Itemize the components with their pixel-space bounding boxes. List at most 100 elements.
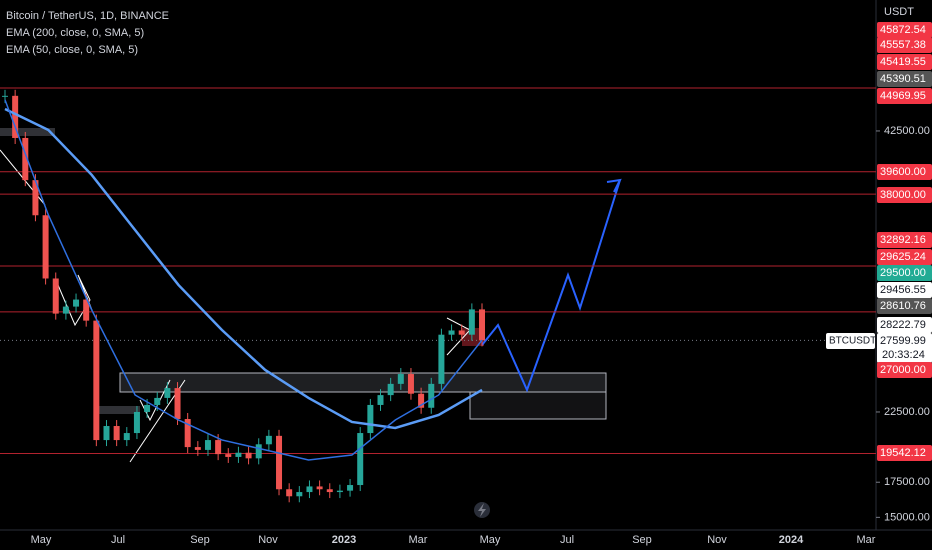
price-label: 27599.99 — [880, 335, 926, 347]
candle — [93, 320, 100, 441]
ema-line — [4, 99, 483, 461]
price-label-bg — [877, 232, 932, 248]
candle — [306, 486, 313, 493]
candle — [367, 404, 374, 434]
x-tick-label: Nov — [707, 534, 727, 546]
candle — [296, 492, 303, 497]
candle — [316, 486, 323, 490]
candle — [204, 440, 211, 450]
candle — [235, 452, 242, 457]
price-label: 38000.00 — [880, 189, 926, 201]
price-label: 45419.55 — [880, 56, 926, 68]
legend-entry: EMA (200, close, 0, SMA, 5) — [6, 27, 144, 39]
zone — [469, 391, 607, 420]
price-label: 45390.51 — [880, 73, 926, 85]
price-label-bg — [877, 187, 932, 203]
price-label-bg — [877, 88, 932, 104]
event-icon — [478, 503, 486, 517]
price-label: 44969.95 — [880, 90, 926, 102]
candle — [123, 433, 130, 441]
candle — [133, 411, 140, 434]
x-tick-label: 2023 — [332, 534, 356, 546]
candle — [245, 452, 252, 459]
legend: Bitcoin / TetherUS, 1D, BINANCE EMA (200… — [6, 10, 169, 56]
price-label-bg — [877, 362, 932, 378]
candle — [215, 440, 222, 455]
candle — [276, 435, 283, 490]
x-tick-label: May — [31, 534, 52, 546]
price-label-bg — [877, 37, 932, 53]
x-tick-label: Mar — [857, 534, 876, 546]
candle — [458, 330, 465, 335]
candle — [2, 95, 8, 97]
price-label-bg — [877, 71, 932, 87]
candle — [438, 334, 445, 384]
zone — [95, 406, 140, 414]
candle — [357, 433, 364, 486]
price-label: 29500.00 — [880, 267, 926, 279]
price-label-bg — [877, 445, 932, 461]
price-label: 28222.79 — [880, 319, 926, 331]
symbol-tag: BTCUSDT — [829, 336, 876, 347]
price-label: 19542.12 — [880, 447, 926, 459]
countdown: 20:33:24 — [882, 349, 925, 361]
legend-title: Bitcoin / TetherUS, 1D, BINANCE — [6, 10, 169, 22]
candle — [479, 309, 485, 341]
zone — [119, 372, 607, 393]
price-label-bg — [877, 298, 932, 314]
price-label: 28610.76 — [880, 300, 926, 312]
ema-line — [4, 107, 483, 430]
x-tick-label: 2024 — [779, 534, 804, 546]
candle — [83, 299, 90, 321]
projection — [481, 179, 621, 393]
candle — [32, 180, 39, 216]
x-tick-label: May — [480, 534, 501, 546]
zone — [0, 128, 55, 136]
candle — [418, 393, 425, 408]
y-tick-label: 15000.00 — [884, 511, 930, 523]
drawing-line — [139, 379, 171, 422]
x-tick-label: Mar — [409, 534, 428, 546]
price-label-bg — [877, 265, 932, 281]
price-label-bg — [877, 164, 932, 180]
candle — [336, 490, 343, 493]
legend-entry: EMA (50, close, 0, SMA, 5) — [6, 44, 138, 56]
candle — [12, 95, 19, 138]
candle — [154, 397, 161, 405]
price-label: 29456.55 — [880, 284, 926, 296]
candle — [407, 374, 414, 394]
candle — [387, 383, 394, 396]
candle — [326, 489, 333, 493]
x-tick-label: Jul — [560, 534, 574, 546]
candle — [22, 137, 29, 181]
price-label: 45557.38 — [880, 39, 926, 51]
price-label: 45872.54 — [880, 24, 926, 36]
price-label: 39600.00 — [880, 166, 926, 178]
candle — [265, 435, 272, 445]
candle — [397, 374, 404, 384]
candle — [377, 395, 384, 405]
candle — [42, 215, 49, 279]
candle — [194, 447, 201, 450]
price-label-bg — [877, 249, 932, 265]
candle — [347, 485, 354, 491]
candle — [103, 426, 110, 441]
candle — [286, 489, 293, 497]
price-label: 32892.16 — [880, 234, 926, 246]
price-label-bg — [877, 333, 932, 363]
y-tick-label: 42500.00 — [884, 125, 930, 137]
price-label: 29625.24 — [880, 251, 926, 263]
currency: USDT — [884, 6, 914, 18]
price-label-bg — [877, 54, 932, 70]
candle — [52, 278, 59, 314]
x-tick-label: Sep — [632, 534, 652, 546]
candle — [174, 388, 181, 419]
candle — [73, 299, 80, 307]
x-tick-label: Jul — [111, 534, 125, 546]
price-label-bg — [877, 317, 932, 333]
y-tick-label: 22500.00 — [884, 406, 930, 418]
candle — [62, 306, 69, 314]
candle — [113, 426, 120, 441]
